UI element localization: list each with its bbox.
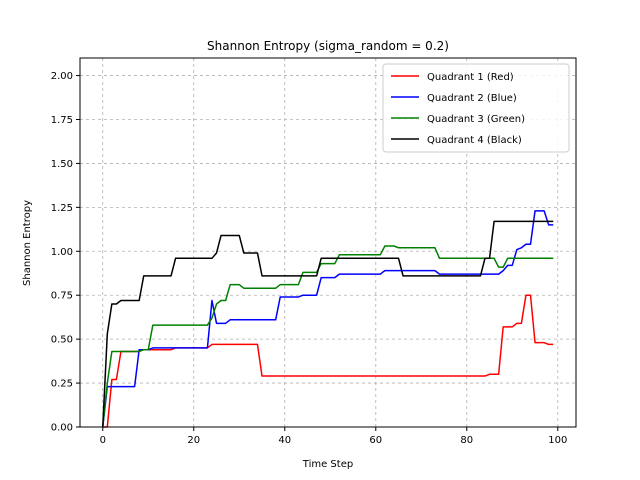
legend-label: Quadrant 2 (Blue) (427, 93, 517, 104)
plot-frame (79, 57, 577, 428)
axis-ticks: 0 20 40 60 80 100 0.00 0.25 0.50 0.75 1.00 1.25 1.50… (51, 71, 568, 446)
series-line-2 (102, 210, 554, 428)
x-axis-label: Time Step (302, 459, 353, 470)
y-tick-label: 1.75 (51, 115, 73, 126)
plot-lines (102, 210, 554, 428)
y-tick-label: 0.00 (51, 423, 73, 434)
y-tick-label: 1.50 (51, 159, 73, 170)
y-tick-label: 0.75 (51, 291, 73, 302)
x-tick-label: 40 (278, 435, 291, 446)
legend: Quadrant 1 (Red) Quadrant 2 (Blue) Quadran… (382, 63, 570, 153)
x-tick-label: 20 (187, 435, 200, 446)
y-axis-label: Shannon Entropy (22, 200, 33, 286)
y-tick-label: 1.00 (51, 247, 73, 258)
x-tick-label: 100 (548, 435, 567, 446)
series-line-4 (102, 220, 554, 428)
x-tick-label: 60 (369, 435, 382, 446)
legend-label: Quadrant 4 (Black) (427, 135, 522, 146)
x-tick-label: 0 (100, 435, 106, 446)
y-tick-label: 0.50 (51, 335, 73, 346)
y-tick-label: 2.00 (51, 71, 73, 82)
legend-label: Quadrant 1 (Red) (427, 72, 514, 83)
y-tick-label: 1.25 (51, 203, 73, 214)
y-tick-label: 0.25 (51, 379, 73, 390)
x-tick-label: 80 (460, 435, 473, 446)
series-line-3 (102, 245, 554, 428)
legend-box (382, 63, 570, 153)
chart-title: Shannon Entropy (sigma_random = 0.2) (207, 39, 449, 53)
grid (80, 58, 576, 428)
legend-label: Quadrant 3 (Green) (427, 114, 525, 125)
